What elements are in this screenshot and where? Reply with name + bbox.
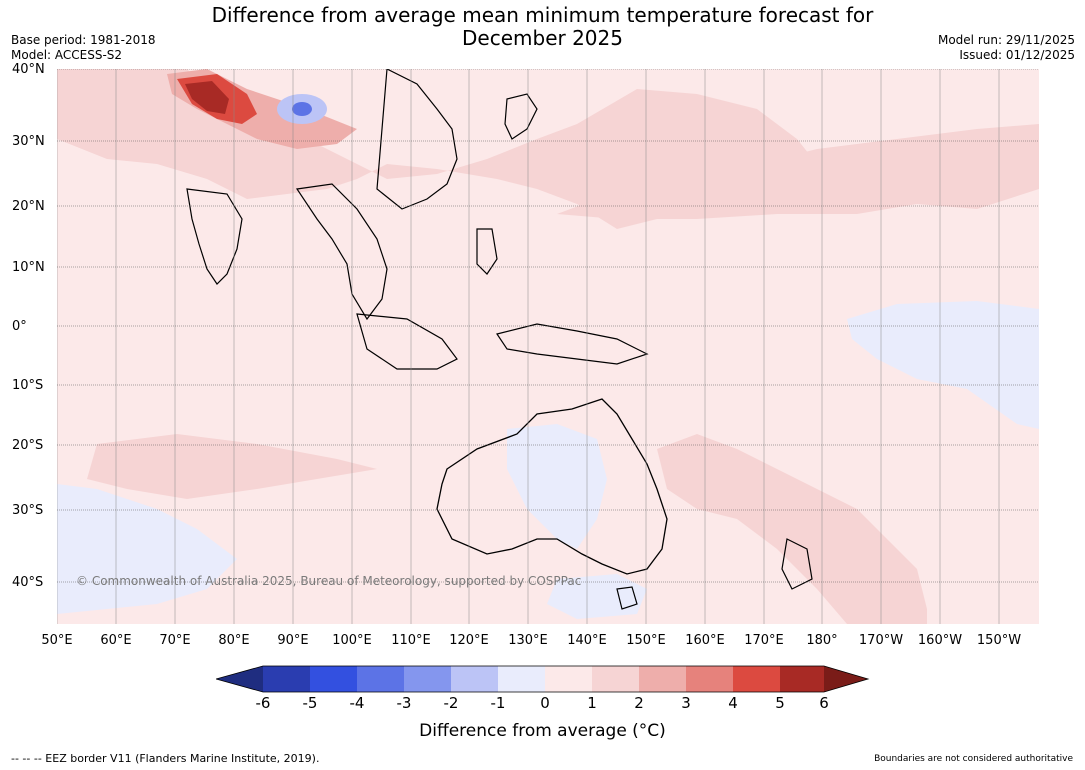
model-name: Model: ACCESS-S2 (11, 48, 123, 62)
coastline-se-asia (295, 183, 388, 321)
lon-label-160w: 160°W (917, 633, 963, 648)
lon-label-170e: 170°E (744, 633, 784, 648)
graticule-meridians (57, 69, 1000, 624)
colorbar-tick: 5 (775, 694, 785, 712)
lat-label-30n: 30°N (12, 134, 45, 149)
lon-label-140e: 140°E (567, 633, 607, 648)
lon-label-80e: 80°E (218, 633, 250, 648)
coastline-indonesia (356, 313, 458, 370)
lon-label-70e: 70°E (159, 633, 191, 648)
colorbar-tick: 2 (634, 694, 644, 712)
anomaly-area-south-indian (87, 434, 377, 499)
lon-label-50e: 50°E (41, 633, 73, 648)
coastline-japan (504, 93, 538, 140)
colorbar-tick: 1 (587, 694, 597, 712)
colorbar-label: Difference from average (°C) (419, 721, 666, 741)
coastline-new-guinea (496, 323, 649, 365)
coastline-india (186, 188, 243, 285)
lat-label-10s: 10°S (12, 378, 44, 393)
colorbar (216, 665, 870, 693)
lat-label-30s: 30°S (12, 503, 44, 518)
title-line-2: December 2025 (462, 26, 623, 50)
colorbar-segment (263, 666, 310, 692)
lon-label-150w: 150°W (976, 633, 1022, 648)
colorbar-segment (733, 666, 780, 692)
meta-right: Model run: 29/11/2025 Issued: 01/12/2025 (938, 33, 1075, 63)
colorbar-tick: 6 (819, 694, 829, 712)
lon-label-90e: 90°E (277, 633, 309, 648)
lon-label-150e: 150°E (626, 633, 666, 648)
coastline-philippines (476, 228, 498, 275)
meta-left: Base period: 1981-2018 Model: ACCESS-S2 (11, 33, 156, 63)
anomaly-area-himalaya-6 (185, 81, 229, 114)
graticule-parallels (57, 69, 1039, 583)
colorbar-segment (404, 666, 451, 692)
lon-label-110e: 110°E (391, 633, 431, 648)
anomaly-area-central-pacific (847, 301, 1039, 429)
lat-label-40n: 40°N (12, 62, 45, 77)
lon-label-60e: 60°E (100, 633, 132, 648)
lon-label-120e: 120°E (449, 633, 489, 648)
anomaly-area-tibet-cold-core (292, 102, 312, 116)
lon-label-160e: 160°E (685, 633, 725, 648)
coastline-china (376, 69, 458, 210)
lat-label-20s: 20°S (12, 438, 44, 453)
colorbar-tick: -5 (302, 694, 318, 712)
issued-date: Issued: 01/12/2025 (959, 48, 1075, 62)
colorbar-tick: -6 (255, 694, 271, 712)
anomaly-area-south-indian-cold (57, 484, 237, 614)
coastline-australia (436, 398, 668, 575)
colorbar-segment (357, 666, 404, 692)
anomaly-area-north-pacific (557, 124, 1039, 219)
colorbar-segment (592, 666, 639, 692)
colorbar-segment (545, 666, 592, 692)
lat-label-10n: 10°N (12, 260, 45, 275)
anomaly-map (57, 69, 1039, 624)
colorbar-tick: -4 (349, 694, 365, 712)
base-period: Base period: 1981-2018 (11, 33, 156, 47)
lon-label-180: 180° (806, 633, 838, 648)
boundary-disclaimer: Boundaries are not considered authoritat… (874, 754, 1073, 764)
copyright-notice: © Commonwealth of Australia 2025, Bureau… (76, 574, 582, 588)
lon-label-100e: 100°E (332, 633, 372, 648)
coastline-tasmania (616, 586, 638, 610)
colorbar-tick: -2 (443, 694, 459, 712)
eez-legend: -- -- -- EEZ border V11 (Flanders Marine… (11, 752, 320, 765)
coastline-new-zealand (781, 538, 813, 590)
colorbar-segment (498, 666, 545, 692)
colorbar-arrow-high (824, 666, 868, 692)
title-line-1: Difference from average mean minimum tem… (211, 3, 874, 27)
colorbar-tick: 0 (540, 694, 550, 712)
model-run: Model run: 29/11/2025 (937, 33, 1075, 47)
colorbar-tick: 3 (681, 694, 691, 712)
colorbar-segment (451, 666, 498, 692)
colorbar-arrow-low (216, 666, 263, 692)
colorbar-tick: -3 (396, 694, 412, 712)
colorbar-tick: -1 (490, 694, 506, 712)
colorbar-segment (639, 666, 686, 692)
lat-label-40s: 40°S (12, 575, 44, 590)
lat-label-20n: 20°N (12, 199, 45, 214)
lat-label-0: 0° (12, 319, 27, 334)
anomaly-area-tasman (657, 434, 927, 624)
colorbar-segment (780, 666, 824, 692)
anomaly-area-nw-australia (507, 424, 607, 549)
chart-title: Difference from average mean minimum tem… (0, 4, 1085, 50)
colorbar-outline (216, 665, 870, 693)
lon-label-170w: 170°W (858, 633, 904, 648)
colorbar-segment (310, 666, 357, 692)
lon-label-130e: 130°E (508, 633, 548, 648)
colorbar-segment (686, 666, 733, 692)
colorbar-tick: 4 (728, 694, 738, 712)
